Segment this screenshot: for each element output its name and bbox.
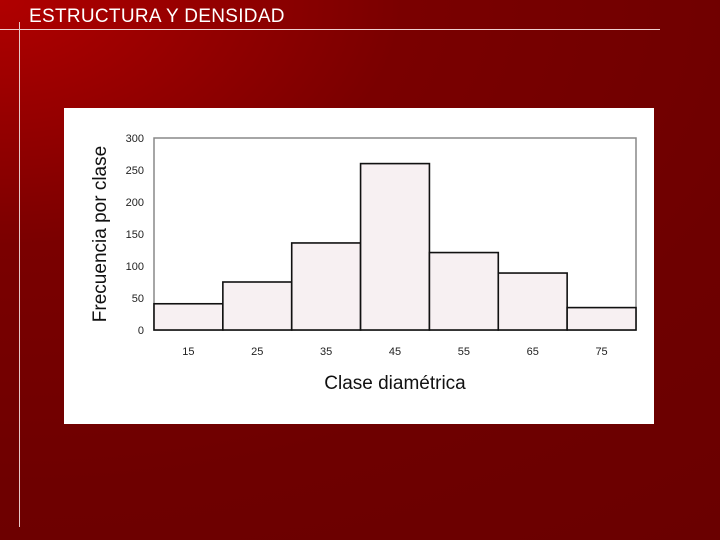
y-tick-label: 150 <box>126 229 144 241</box>
y-tick-label: 100 <box>126 261 144 273</box>
y-axis-label: Frecuencia por clase <box>90 146 111 322</box>
chart-panel: 0 50 100 150 200 250 300 15 25 35 45 55 65 75 Clase … <box>64 108 654 424</box>
y-tick-label: 200 <box>126 197 144 209</box>
y-tick-label: 0 <box>138 325 144 337</box>
bar-35 <box>290 242 362 331</box>
bar-55 <box>428 251 500 331</box>
x-tick-label: 75 <box>595 346 607 358</box>
x-tick-label: 65 <box>527 346 539 358</box>
y-tick-label: 50 <box>132 293 144 305</box>
y-tick-label: 300 <box>126 133 144 145</box>
y-tick-label: 250 <box>126 165 144 177</box>
title-underline <box>0 29 660 30</box>
x-tick-label: 25 <box>251 346 263 358</box>
bar-15 <box>153 302 224 331</box>
x-tick-label: 15 <box>182 346 194 358</box>
bar-25 <box>222 281 293 331</box>
bars-group <box>153 162 637 331</box>
bar-75 <box>566 306 637 331</box>
y-tick-labels: 0 50 100 150 200 250 300 <box>126 133 144 337</box>
bar-65 <box>497 272 568 331</box>
x-axis-label: Clase diamétrica <box>324 373 466 394</box>
bar-45 <box>359 162 431 331</box>
x-tick-label: 55 <box>458 346 470 358</box>
histogram-chart: 0 50 100 150 200 250 300 15 25 35 45 55 65 75 Clase … <box>90 133 637 394</box>
x-tick-label: 35 <box>320 346 332 358</box>
left-vertical-rule <box>19 22 20 527</box>
x-tick-label: 45 <box>389 346 401 358</box>
x-tick-labels: 15 25 35 45 55 65 75 <box>182 346 607 358</box>
slide-title: ESTRUCTURA Y DENSIDAD <box>29 6 285 27</box>
